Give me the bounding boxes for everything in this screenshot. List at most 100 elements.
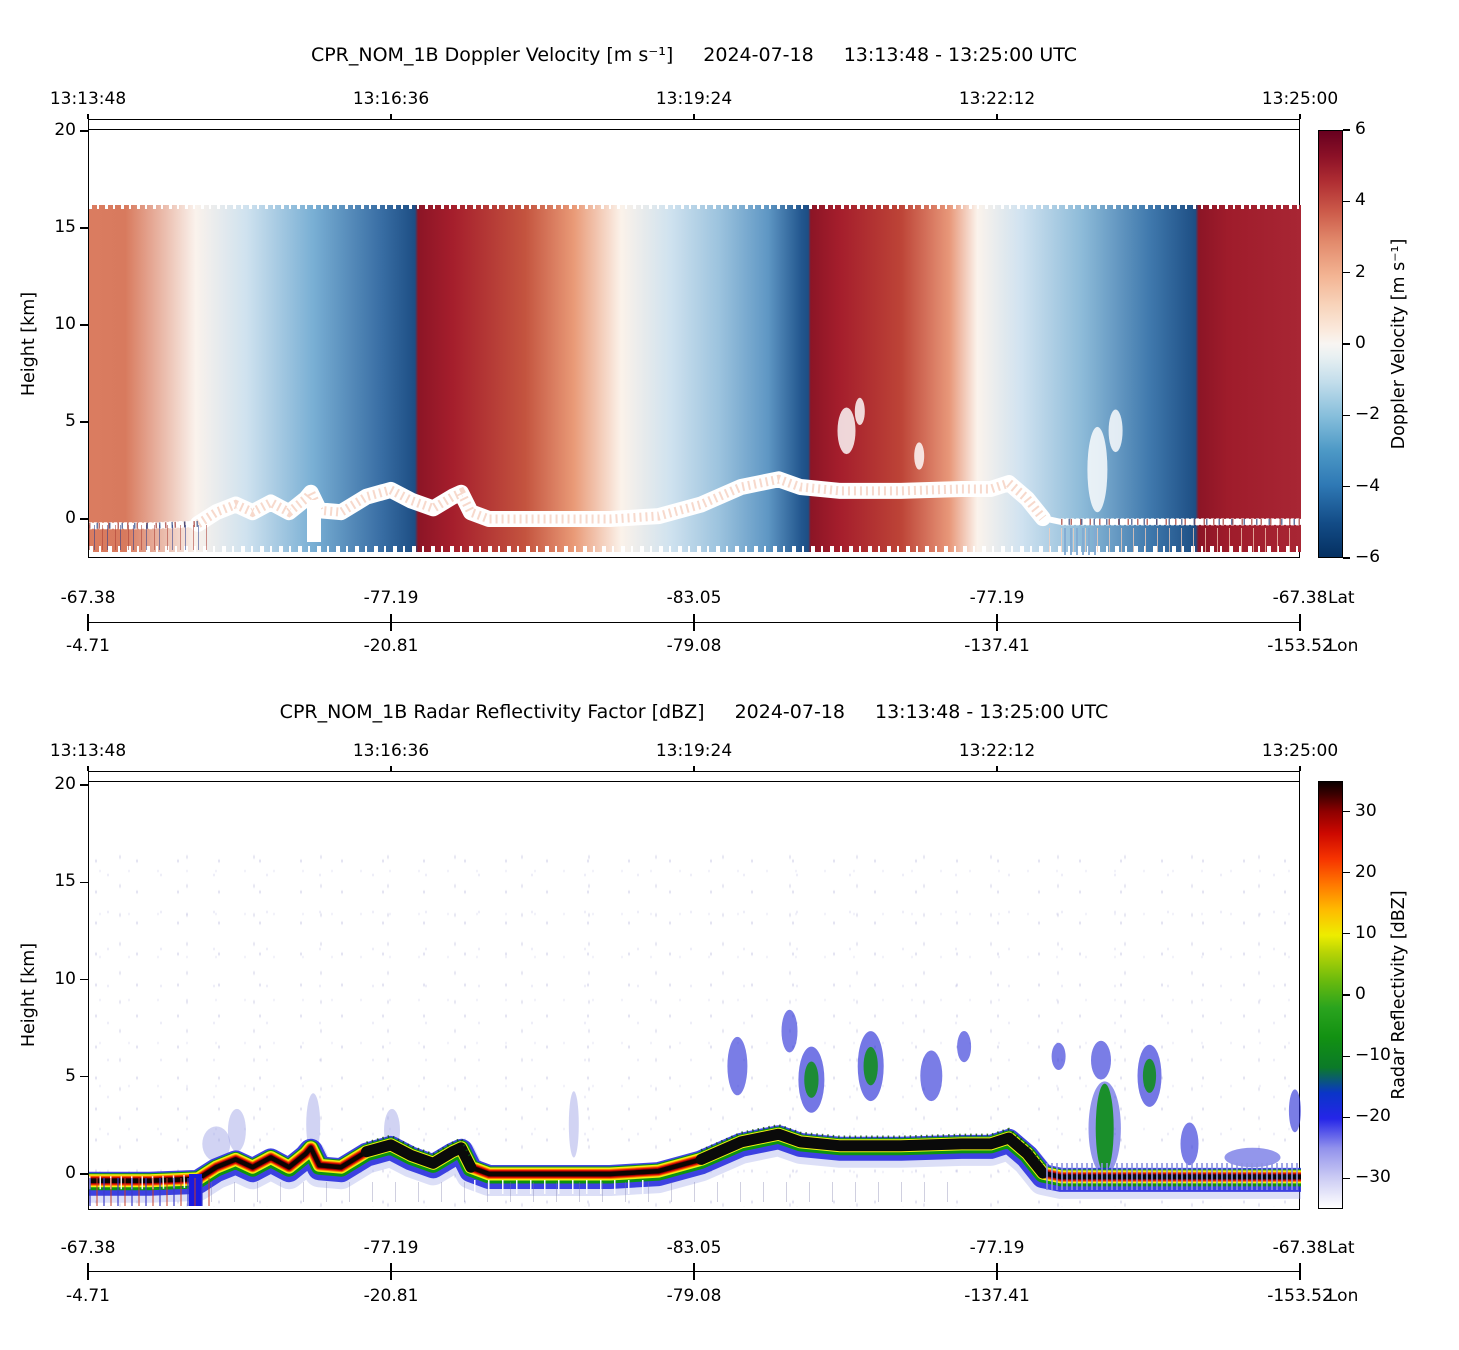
tp-left-streaks (89, 525, 209, 550)
doppler-title-date: 2024-07-18 (703, 44, 814, 66)
time-tick-label: 13:19:24 (655, 89, 733, 109)
top-spine (88, 119, 1300, 121)
doppler-title: CPR_NOM_1B Doppler Velocity [m s⁻¹] 2024… (88, 44, 1300, 66)
height-tick-label: 5 (65, 411, 76, 431)
lat-tick-label: -67.38 (60, 1238, 116, 1258)
lon-suffix-bottom: Lon (1328, 1286, 1359, 1306)
lat-tick-label: -77.19 (363, 1238, 419, 1258)
top-spine (88, 771, 1300, 773)
height-tick-label: 10 (54, 314, 76, 334)
height-tick-label: 0 (65, 1163, 76, 1183)
doppler-title-product: CPR_NOM_1B Doppler Velocity [m s⁻¹] (310, 44, 674, 66)
reflectivity-title-date: 2024-07-18 (734, 701, 845, 723)
colorbar-tick (1343, 486, 1350, 488)
latlon-tick (390, 1263, 392, 1280)
colorbar-tick-label: −20 (1355, 1106, 1391, 1127)
colorbar-tick-label: −30 (1355, 1167, 1391, 1188)
height-tick-label: 15 (54, 871, 76, 892)
colorbar-tick-label: −6 (1355, 547, 1381, 567)
doppler-yaxis-label: Height [km] (19, 291, 39, 397)
colorbar-tick (1343, 1055, 1350, 1057)
colorbar-tick-label: 30 (1355, 800, 1377, 821)
lat-tick-label: -67.38 (60, 588, 116, 608)
latlon-tick (996, 614, 998, 631)
colorbar-tick (1343, 810, 1350, 813)
doppler-colorbar-label: Doppler Velocity [m s⁻¹] (1389, 238, 1409, 450)
latlon-tick (693, 1263, 695, 1280)
reflectivity-colorbar-label: Radar Reflectivity [dBZ] (1389, 890, 1409, 1100)
lon-suffix-top: Lon (1328, 636, 1359, 656)
data-band-edge-bot (89, 546, 1301, 553)
height-tick (80, 1173, 88, 1175)
time-tick (996, 766, 998, 771)
top-spine-left-connector (88, 119, 90, 129)
latlon-tick (390, 614, 392, 631)
lat-tick-label: -67.38 (1272, 1238, 1328, 1258)
height-tick (80, 784, 88, 786)
doppler-plot-content (89, 130, 1301, 559)
doppler-title-timerange: 13:13:48 - 13:25:00 UTC (843, 44, 1078, 66)
time-tick (87, 114, 89, 119)
time-tick-label: 13:13:48 (49, 741, 127, 761)
top-spine-right-connector (1298, 771, 1300, 781)
height-tick-label: 0 (65, 508, 76, 528)
height-tick (80, 130, 88, 132)
colorbar-tick (1343, 272, 1350, 274)
lat-tick-label: -67.38 (1272, 588, 1328, 608)
lat-tick-label: -83.05 (666, 588, 722, 608)
time-tick (390, 766, 392, 771)
latlon-tick (1299, 614, 1301, 631)
lat-tick-label: -83.05 (666, 1238, 722, 1258)
height-tick (80, 881, 88, 883)
time-tick (390, 114, 392, 119)
time-tick (693, 114, 695, 119)
latlon-tick (996, 1263, 998, 1280)
lon-tick-label: -137.41 (964, 636, 1030, 656)
colorbar-tick (1343, 1116, 1350, 1118)
lon-tick-label: -4.71 (66, 636, 110, 656)
latlon-tick (693, 614, 695, 631)
time-tick-label: 13:16:36 (352, 89, 430, 109)
time-tick-label: 13:19:24 (655, 741, 733, 761)
time-tick (87, 766, 89, 771)
lon-tick-label: -20.81 (363, 1286, 419, 1306)
lon-tick-label: -137.41 (964, 1286, 1030, 1306)
lon-tick-label: -4.71 (66, 1286, 110, 1306)
time-tick-label: 13:25:00 (1261, 89, 1339, 109)
height-tick-label: 20 (54, 120, 76, 140)
colorbar-tick (1343, 933, 1350, 935)
colorbar-tick-label: 0 (1355, 333, 1366, 353)
height-tick-label: 5 (65, 1065, 76, 1086)
time-tick-label: 13:22:12 (958, 741, 1036, 761)
colorbar-tick (1343, 129, 1350, 131)
time-tick (1299, 114, 1301, 119)
doppler-plot-area (88, 129, 1301, 559)
colorbar-tick-label: 0 (1355, 984, 1366, 1004)
lon-tick-label: -153.52 (1267, 1286, 1333, 1306)
reflectivity-plot-content (89, 782, 1301, 1211)
reflectivity-plot-area (88, 781, 1301, 1211)
time-tick-label: 13:13:48 (49, 89, 127, 109)
reflectivity-title-timerange: 13:13:48 - 13:25:00 UTC (875, 701, 1109, 723)
colorbar-tick (1343, 414, 1350, 416)
colorbar-tick-label: 4 (1355, 190, 1366, 211)
time-tick-label: 13:22:12 (958, 89, 1036, 109)
reflectivity-colorbar (1318, 781, 1343, 1209)
lon-tick-label: -20.81 (363, 636, 419, 656)
colorbar-tick-label: −2 (1355, 404, 1381, 425)
colorbar-tick (1343, 557, 1350, 559)
lat-tick-label: -77.19 (969, 1238, 1025, 1258)
height-tick (80, 421, 88, 423)
doppler-colorbar (1318, 130, 1343, 558)
time-tick (996, 114, 998, 119)
colorbar-tick (1343, 1177, 1350, 1180)
colorbar-tick (1343, 872, 1350, 874)
latlon-tick (1299, 1263, 1301, 1280)
time-tick (1299, 766, 1301, 771)
time-tick-label: 13:25:00 (1261, 741, 1339, 761)
colorbar-tick (1343, 200, 1350, 202)
colorbar-tick-label: 10 (1355, 922, 1377, 943)
bp-right-streaks (1046, 1163, 1301, 1190)
lon-tick-label: -153.52 (1267, 636, 1333, 656)
reflectivity-title-product: CPR_NOM_1B Radar Reflectivity Factor [dB… (279, 701, 705, 723)
